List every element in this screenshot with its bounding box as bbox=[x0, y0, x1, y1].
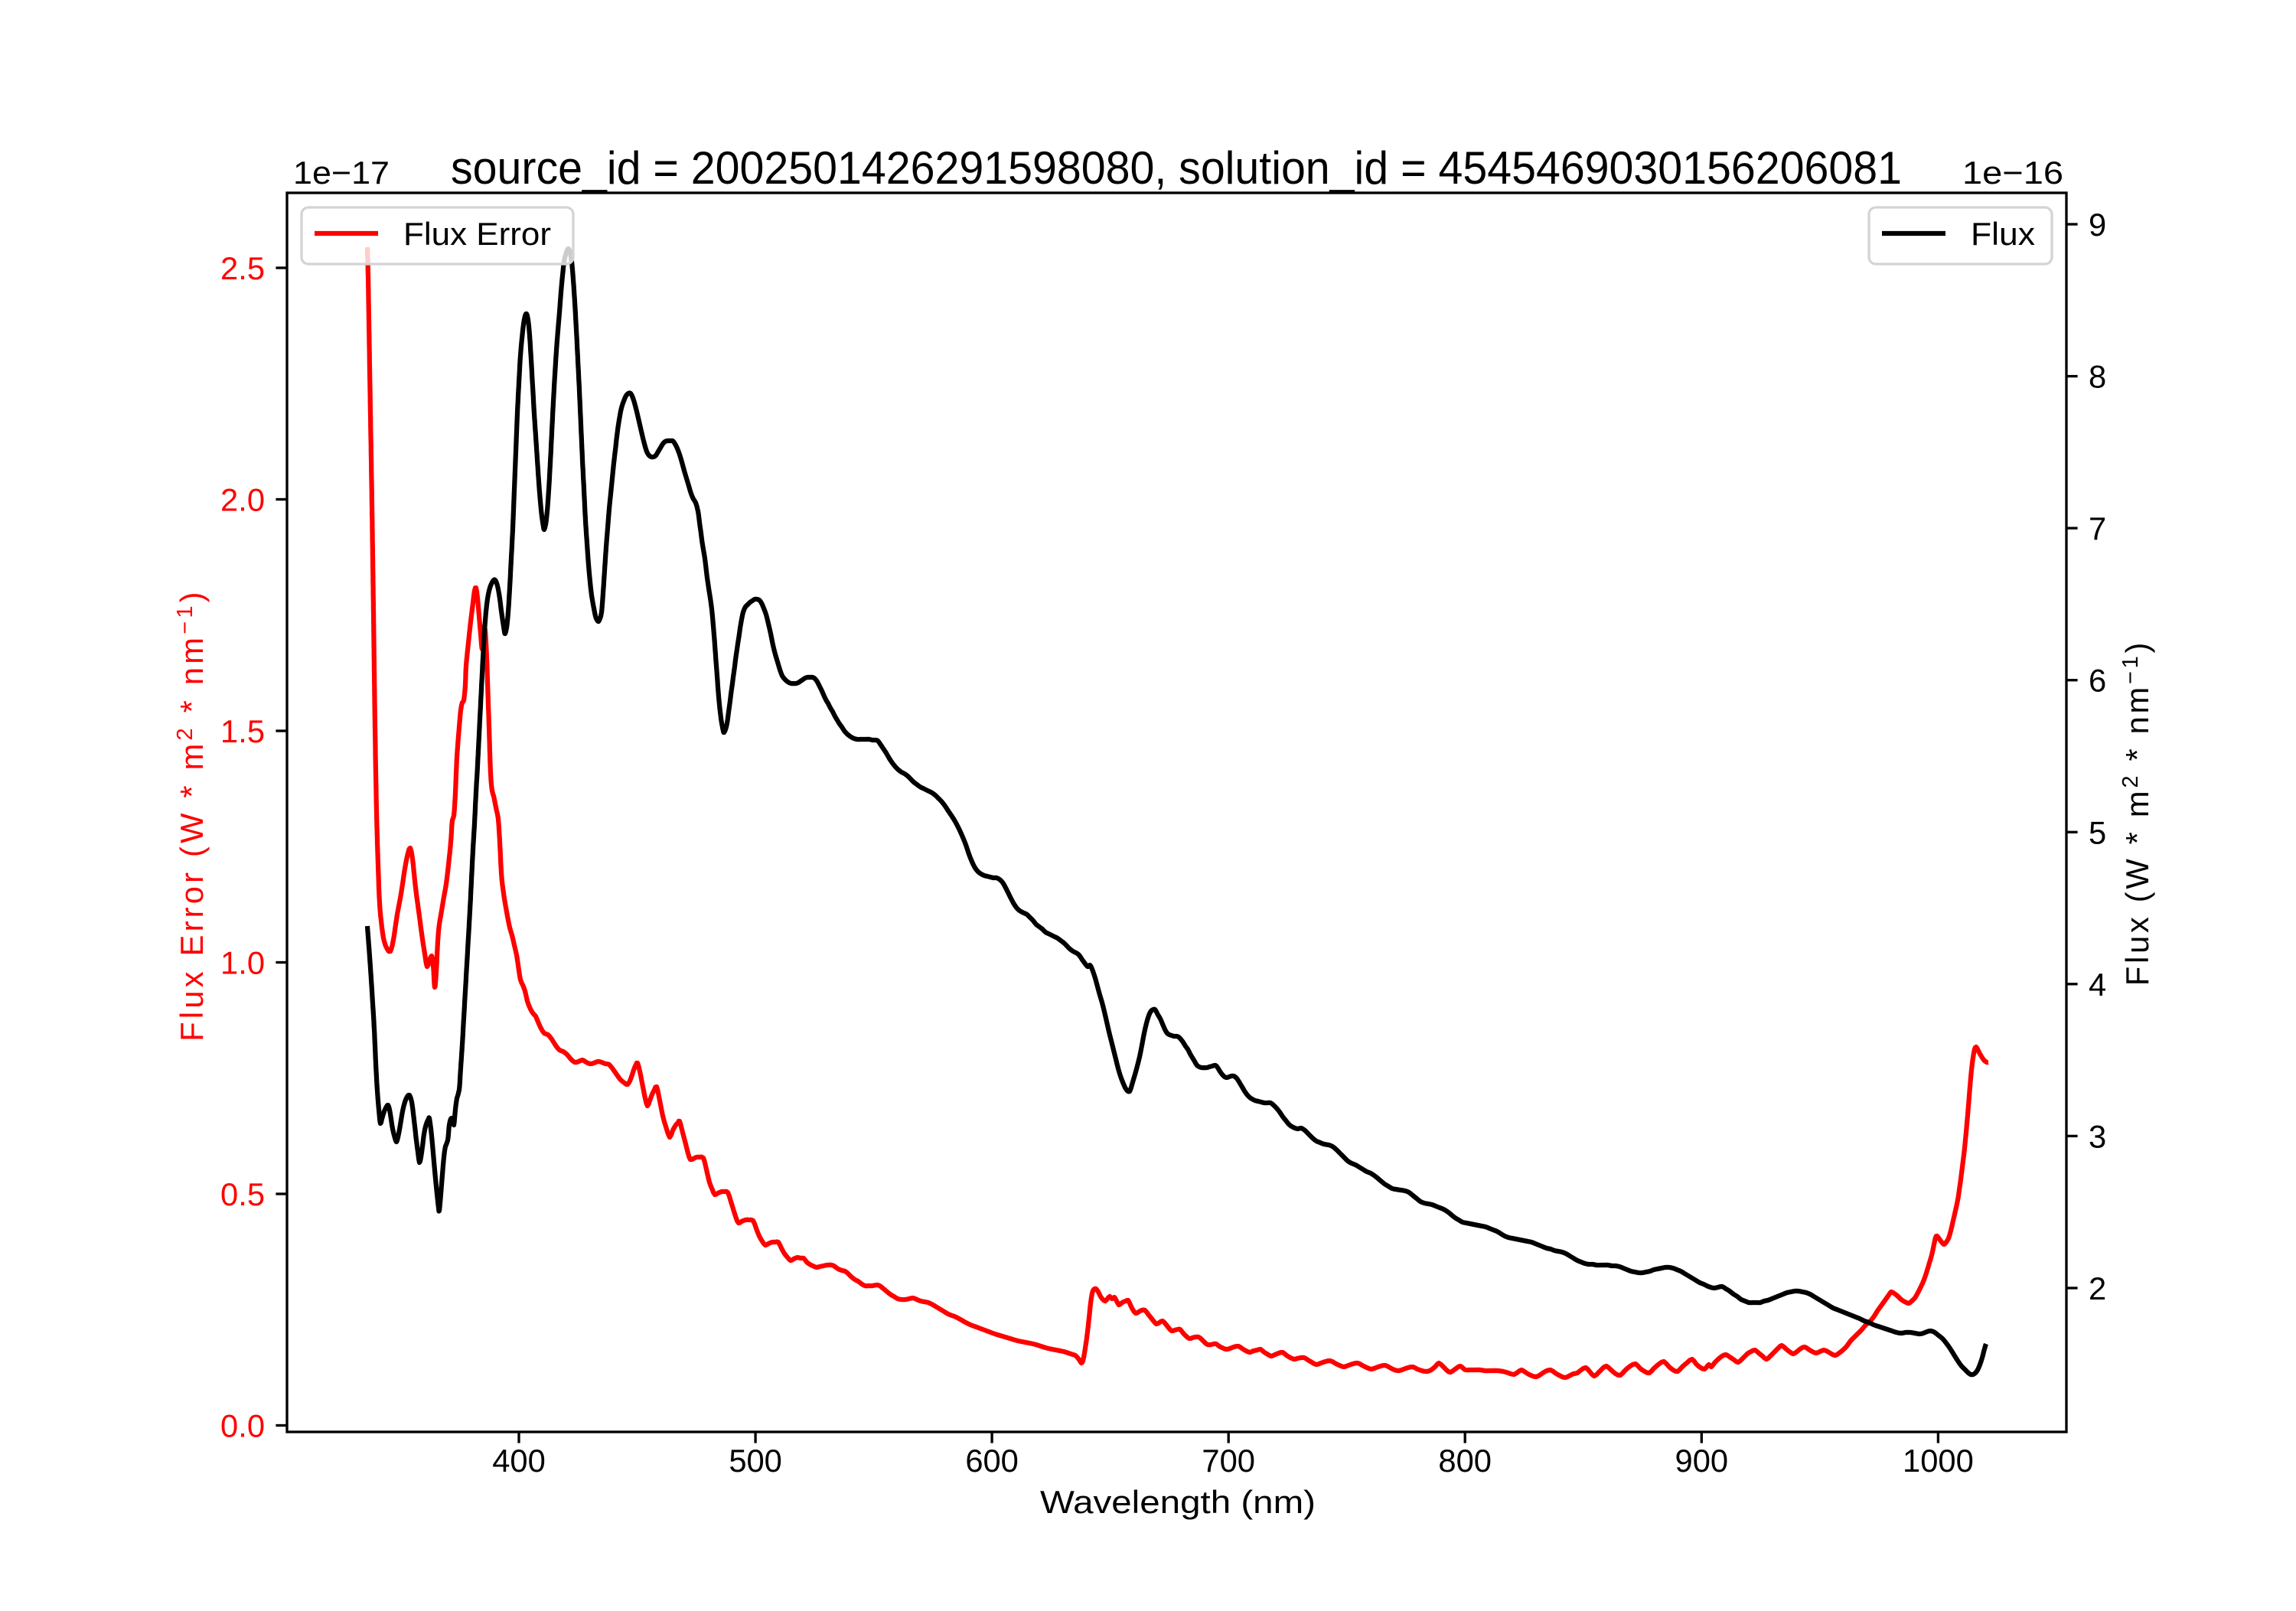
svg-text:Flux Error (W * m2 * nm−1): Flux Error (W * m2 * nm−1) bbox=[173, 589, 210, 1042]
svg-text:8: 8 bbox=[2089, 359, 2106, 395]
svg-text:Flux (W * m2 * nm−1): Flux (W * m2 * nm−1) bbox=[2118, 640, 2155, 986]
svg-text:4: 4 bbox=[2089, 967, 2106, 1003]
svg-text:source_id = 200250142629159808: source_id = 2002501426291598080, solutio… bbox=[451, 142, 1902, 194]
svg-text:1e−16: 1e−16 bbox=[1962, 155, 2063, 191]
svg-text:700: 700 bbox=[1202, 1443, 1255, 1479]
svg-text:6: 6 bbox=[2089, 663, 2106, 699]
svg-text:1.0: 1.0 bbox=[220, 945, 265, 981]
svg-text:2.0: 2.0 bbox=[220, 482, 265, 518]
svg-text:3: 3 bbox=[2089, 1118, 2106, 1154]
svg-text:Flux Error: Flux Error bbox=[403, 216, 551, 252]
svg-text:9: 9 bbox=[2089, 207, 2106, 243]
svg-text:Flux: Flux bbox=[1971, 216, 2035, 252]
svg-text:2: 2 bbox=[2089, 1270, 2106, 1306]
svg-text:1.5: 1.5 bbox=[220, 713, 265, 749]
svg-text:2.5: 2.5 bbox=[220, 250, 265, 286]
svg-text:800: 800 bbox=[1438, 1443, 1492, 1479]
svg-text:400: 400 bbox=[492, 1443, 546, 1479]
svg-text:Wavelength (nm): Wavelength (nm) bbox=[1040, 1484, 1316, 1520]
svg-text:600: 600 bbox=[965, 1443, 1019, 1479]
svg-text:5: 5 bbox=[2089, 814, 2106, 850]
svg-text:900: 900 bbox=[1675, 1443, 1729, 1479]
svg-text:1e−17: 1e−17 bbox=[293, 155, 390, 191]
svg-text:7: 7 bbox=[2089, 510, 2106, 546]
svg-text:500: 500 bbox=[729, 1443, 782, 1479]
svg-text:0.5: 0.5 bbox=[220, 1176, 265, 1212]
svg-text:0.0: 0.0 bbox=[220, 1408, 265, 1444]
svg-text:1000: 1000 bbox=[1903, 1443, 1974, 1479]
